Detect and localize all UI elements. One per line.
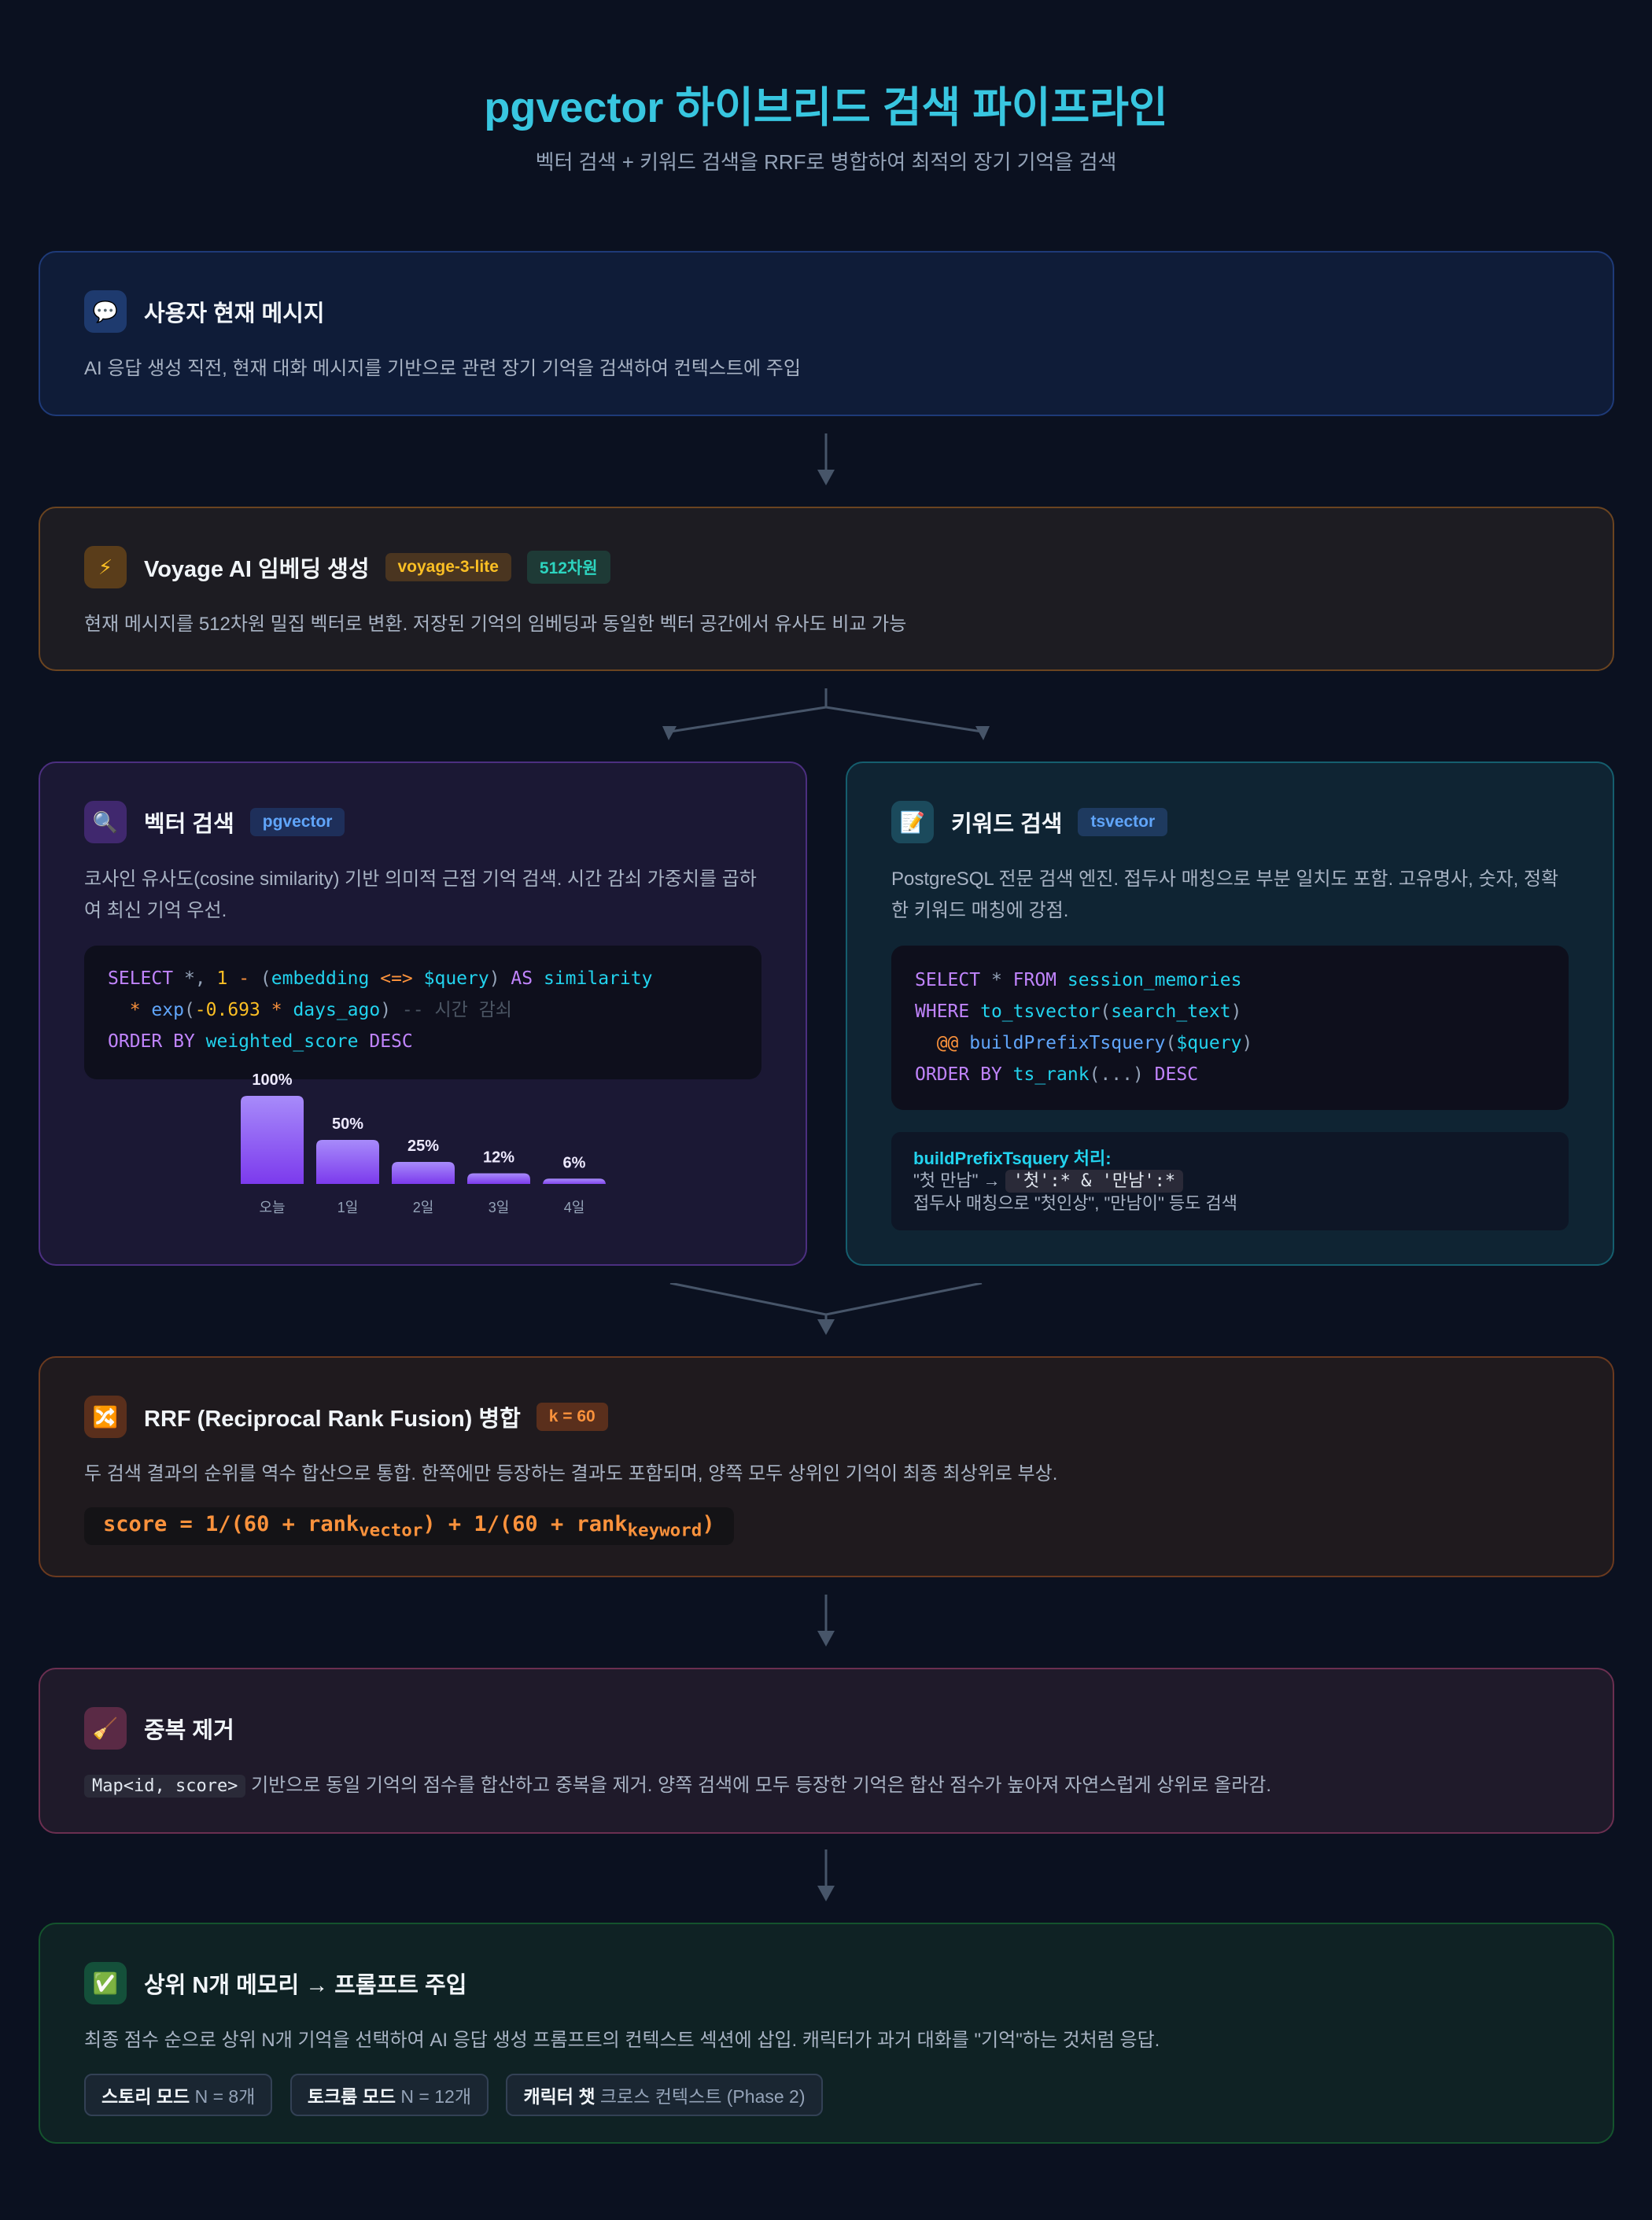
info-title: buildPrefixTsquery 처리: [913, 1149, 1112, 1168]
step-embedding: ⚡ Voyage AI 임베딩 생성 voyage-3-lite 512차원 현재… [39, 507, 1614, 671]
bar-value-label: 50% [332, 1116, 363, 1133]
step-title: 상위 N개 메모리 → 프롬프트 주입 [144, 1973, 467, 1998]
dedup-card: 🧹 중복 제거 Map<id, score> 기반으로 동일 기억의 점수를 합산… [39, 1668, 1614, 1834]
step-desc: Map<id, score> 기반으로 동일 기억의 점수를 합산하고 중복을 … [84, 1770, 1569, 1802]
memo-icon: 📝 [891, 801, 934, 843]
dimension-badge: 512차원 [526, 551, 610, 584]
keyword-search-card: 📝 키워드 검색 tsvector PostgreSQL 전문 검색 엔진. 접두… [846, 762, 1614, 1266]
bar-category-label: 2일 [413, 1200, 434, 1215]
bar-category-label: 3일 [489, 1200, 510, 1215]
bar-value-label: 12% [483, 1149, 514, 1167]
character-chat-chip: 캐릭터 챗 크로스 컨텍스트 (Phase 2) [506, 2074, 823, 2116]
step-desc: 코사인 유사도(cosine similarity) 기반 의미적 근접 기억 … [84, 868, 757, 921]
bar-value-label: 6% [563, 1154, 586, 1171]
check-mark-icon: ✅ [84, 1962, 127, 2004]
info-from: "첫 만남" → [913, 1171, 1005, 1190]
bar-value-label: 100% [252, 1071, 292, 1089]
k-badge: k = 60 [536, 1403, 608, 1431]
step-desc: 최종 점수 순으로 상위 N개 기억을 선택하여 AI 응답 생성 프롬프트의 … [84, 2030, 1160, 2051]
step-title: RRF (Reciprocal Rank Fusion) 병합 [144, 1407, 521, 1432]
chart-svg: 100% 오늘 50% 1일 25% 2일 12% 3일 6% 4일 [241, 1071, 606, 1215]
time-decay-chart: 100% 오늘 50% 1일 25% 2일 12% 3일 6% 4일 [40, 763, 809, 1267]
page-title: pgvector 하이브리드 검색 파이프라인 [484, 84, 1168, 131]
step-title: 중복 제거 [144, 1718, 234, 1743]
magnifier-icon: 🔍 [84, 801, 127, 843]
step-desc: 두 검색 결과의 순위를 역수 합산으로 통합. 한쪽에만 등장하는 결과도 포… [84, 1463, 1058, 1484]
prefix-tsquery-info: buildPrefixTsquery 처리: "첫 만남" → '첫':* & … [891, 1132, 1569, 1230]
talkroom-mode-chip: 토크룸 모드 N = 12개 [289, 2074, 489, 2116]
bar-value-label: 25% [407, 1138, 439, 1155]
vector-search-card: 🔍 벡터 검색 pgvector 코사인 유사도(cosine similarit… [39, 762, 807, 1266]
page-subtitle: 벡터 검색 + 키워드 검색을 RRF로 병합하여 최적의 장기 기억을 검색 [535, 150, 1117, 174]
bar-4 [543, 1178, 606, 1186]
step-title: 사용자 현재 메시지 [144, 301, 325, 326]
arrow-down-icon [817, 1595, 835, 1647]
bar-3 [467, 1173, 530, 1184]
info-tsquery: '첫':* & '만남':* [1005, 1170, 1184, 1193]
step-user-message: 💬 사용자 현재 메시지 AI 응답 생성 직전, 현재 대화 메시지를 기반으로… [39, 251, 1614, 416]
step-title: Voyage AI 임베딩 생성 [144, 557, 370, 582]
tsvector-badge: tsvector [1078, 808, 1168, 836]
bar-category-label: 오늘 [259, 1200, 285, 1215]
step-desc: AI 응답 생성 직전, 현재 대화 메시지를 기반으로 관련 장기 기억을 검… [84, 358, 801, 379]
merge-arrow-icon [669, 1283, 983, 1335]
bar-category-label: 1일 [337, 1200, 359, 1215]
rrf-formula: score = 1/(60 + rankvector) + 1/(60 + ra… [84, 1507, 734, 1546]
step-title: 키워드 검색 [951, 812, 1063, 837]
split-arrow-icon [662, 688, 990, 740]
vector-sql-code: SELECT *, 1 - (embedding <=> $query) AS … [84, 946, 761, 1079]
step-desc: PostgreSQL 전문 검색 엔진. 접두사 매칭으로 부분 일치도 포함.… [891, 868, 1559, 921]
info-note: 접두사 매칭으로 "첫인상", "만남이" 등도 검색 [913, 1193, 1237, 1213]
rrf-card: 🔀 RRF (Reciprocal Rank Fusion) 병합 k = 60 … [39, 1356, 1614, 1577]
arrow-down-icon [817, 1849, 835, 1901]
final-card: ✅ 상위 N개 메모리 → 프롬프트 주입 최종 점수 순으로 상위 N개 기억을… [39, 1923, 1614, 2144]
map-code: Map<id, score> [84, 1775, 246, 1798]
broom-icon: 🧹 [84, 1707, 127, 1750]
lightning-icon: ⚡ [84, 546, 127, 588]
shuffle-icon: 🔀 [84, 1396, 127, 1438]
bar-1 [316, 1140, 379, 1184]
pgvector-badge: pgvector [249, 808, 345, 836]
model-badge: voyage-3-lite [385, 553, 511, 581]
bar-category-label: 4일 [564, 1200, 585, 1215]
step-title: 벡터 검색 [144, 812, 234, 837]
bar-0 [241, 1096, 304, 1184]
speech-bubble-icon: 💬 [84, 290, 127, 333]
story-mode-chip: 스토리 모드 N = 8개 [84, 2074, 273, 2116]
bar-2 [392, 1162, 455, 1184]
arrow-down-icon [817, 433, 835, 485]
keyword-sql-code: SELECT * FROM session_memories WHERE to_… [891, 946, 1569, 1110]
step-desc: 현재 메시지를 512차원 밀집 벡터로 변환. 저장된 기억의 임베딩과 동일… [84, 614, 907, 635]
